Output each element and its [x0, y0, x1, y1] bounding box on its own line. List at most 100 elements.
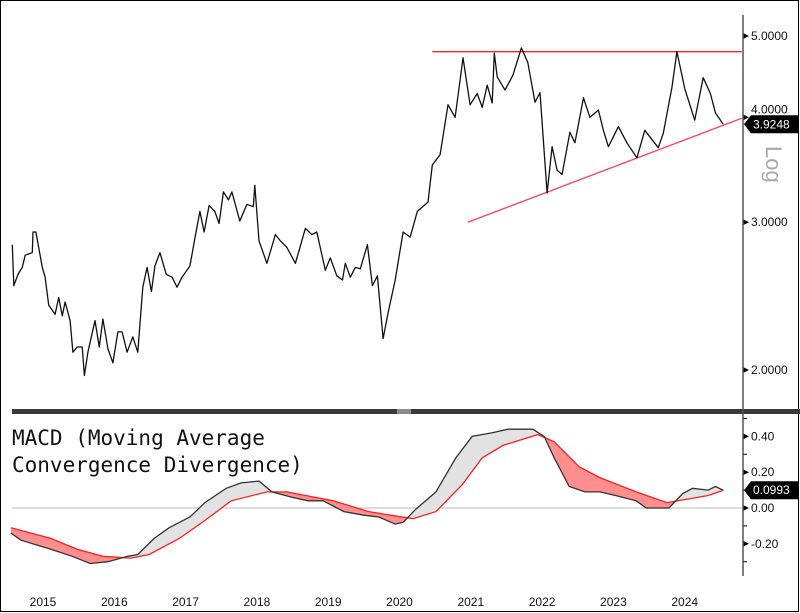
macd-fill-above — [521, 429, 525, 440]
macd-fill-below — [305, 495, 309, 501]
macd-fill-below — [663, 501, 667, 508]
macd-fill-above — [162, 530, 166, 548]
macd-fill-above — [172, 524, 176, 543]
macd-fill-below — [616, 484, 620, 497]
macd-fill-below — [295, 493, 299, 499]
macd-fill-below — [307, 495, 311, 501]
macd-fill-below — [557, 444, 560, 468]
macd-fill-below — [53, 539, 57, 551]
last-price-badge — [744, 115, 798, 134]
macd-fill-below — [293, 493, 297, 499]
price-tick-mark — [743, 114, 749, 121]
year-label: 2015 — [30, 595, 57, 609]
macd-fill-below — [29, 532, 33, 544]
macd-fill-below — [348, 505, 351, 513]
macd-fill-above — [205, 500, 209, 520]
macd-fill-below — [103, 556, 107, 563]
macd-fill-above — [177, 522, 180, 540]
macd-fill-above — [530, 429, 534, 437]
macd-fill-below — [397, 516, 401, 524]
macd-fill-above — [504, 429, 508, 445]
macd-fill-above — [443, 475, 446, 505]
panel-divider-handle[interactable] — [397, 409, 411, 414]
macd-fill-above — [158, 533, 161, 550]
macd-fill-below — [340, 503, 344, 512]
macd-fill-below — [592, 473, 596, 492]
macd-fill-above — [210, 497, 214, 517]
macd-fill-above — [419, 504, 422, 517]
year-label: 2022 — [529, 595, 556, 609]
macd-fill-below — [336, 501, 339, 509]
year-label: 2018 — [244, 595, 271, 609]
macd-fill-above — [682, 492, 686, 500]
price-panel: 2.0000 3.0000 4.0000 5.0000 3.9248 — [11, 29, 798, 377]
macd-fill-below — [32, 533, 35, 545]
macd-fill-above — [500, 430, 503, 448]
last-macd-label: 0.0993 — [753, 483, 790, 497]
macd-fill-above — [191, 513, 195, 530]
macd-fill-below — [82, 550, 85, 562]
macd-fill-above — [708, 488, 712, 496]
macd-fill-above — [146, 543, 149, 556]
macd-fill-below — [564, 451, 567, 482]
macd-fill-below — [642, 494, 646, 508]
macd-title-line-2: Convergence Divergence) — [12, 453, 303, 477]
macd-fill-below — [362, 509, 365, 516]
macd-fill-above — [184, 518, 187, 535]
macd-fill-above — [424, 500, 427, 516]
macd-fill-above — [428, 495, 432, 514]
macd-fill-below — [647, 495, 650, 508]
macd-fill-above — [222, 489, 225, 508]
price-tick-mark — [743, 33, 749, 39]
price-tick-label: 3.0000 — [751, 215, 788, 229]
macd-fill-above — [245, 482, 249, 498]
macd-fill-below — [559, 446, 563, 473]
price-tick-label: 2.0000 — [751, 363, 788, 377]
macd-fill-below — [359, 508, 363, 515]
price-tick-label: 5.0000 — [751, 29, 788, 43]
macd-fill-above — [488, 433, 491, 455]
macd-fill-below — [640, 493, 643, 506]
macd-fill-below — [659, 499, 662, 508]
macd-fill-below — [602, 478, 605, 493]
macd-fill-below — [288, 492, 292, 498]
macd-fill-below — [302, 495, 306, 501]
macd-fill-below — [70, 546, 73, 557]
macd-fill-below — [44, 536, 47, 548]
macd-fill-above — [207, 498, 211, 519]
year-label: 2021 — [457, 595, 484, 609]
macd-fill-below — [395, 515, 399, 525]
macd-fill-below — [402, 517, 406, 523]
macd-fill-below — [587, 471, 591, 492]
price-tick-mark — [743, 219, 749, 226]
macd-fill-below — [98, 555, 102, 563]
macd-fill-above — [471, 436, 475, 473]
macd-fill-above — [466, 440, 470, 479]
macd-fill-above — [457, 452, 460, 490]
price-tick-mark — [743, 366, 749, 373]
macd-fill-above — [215, 494, 218, 513]
last-macd-badge — [744, 481, 798, 500]
year-label: 2024 — [671, 595, 698, 609]
macd-fill-below — [286, 491, 290, 497]
macd-fill-above — [497, 431, 501, 449]
macd-fill-above — [438, 483, 441, 510]
macd-fill-above — [462, 446, 465, 485]
macd-fill-below — [635, 491, 639, 502]
macd-fill-above — [476, 435, 479, 466]
macd-fill-below — [613, 483, 617, 496]
macd-fill-above — [445, 471, 449, 502]
macd-fill-below — [609, 481, 612, 495]
macd-fill-above — [481, 434, 484, 460]
macd-fill-above — [528, 429, 532, 438]
macd-fill-below — [86, 551, 90, 564]
macd-fill-below — [568, 456, 572, 488]
macd-fill-below — [654, 498, 658, 508]
macd-fill-above — [485, 433, 489, 456]
macd-fill-below — [625, 487, 629, 499]
macd-fill-above — [200, 504, 204, 524]
macd-fill-above — [224, 488, 228, 506]
